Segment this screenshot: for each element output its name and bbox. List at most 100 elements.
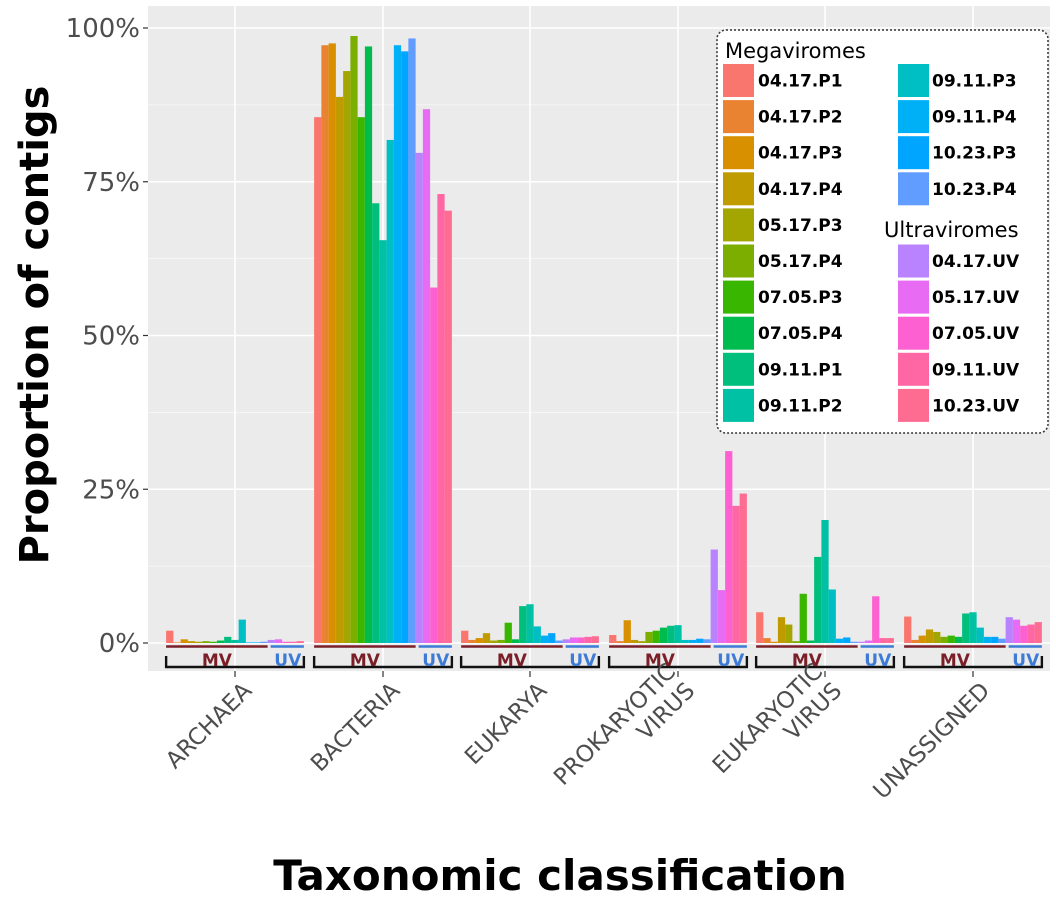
bar <box>260 641 268 643</box>
bar <box>209 641 217 643</box>
bar <box>821 520 829 643</box>
legend-key <box>723 172 754 206</box>
y-tick-label: 50% <box>82 322 140 352</box>
bar <box>216 640 225 643</box>
uv-tag: UV <box>1012 651 1040 671</box>
bar <box>799 593 807 643</box>
mv-tag: MV <box>202 651 233 671</box>
legend-key <box>723 64 754 97</box>
bar <box>430 287 438 643</box>
legend-label: 05.17.P4 <box>758 252 843 272</box>
bar <box>630 639 639 643</box>
bar <box>202 641 210 643</box>
bar <box>350 35 358 644</box>
bar <box>173 642 181 643</box>
bar <box>379 240 387 644</box>
legend-key <box>898 136 929 170</box>
legend-key <box>898 280 929 314</box>
bar <box>872 596 880 643</box>
bar <box>274 639 283 643</box>
bar <box>1005 617 1013 643</box>
legend-key <box>723 352 754 386</box>
bar <box>785 624 793 643</box>
legend-box <box>716 29 1049 434</box>
mv-tag: MV <box>792 651 823 671</box>
bar <box>652 630 660 643</box>
legend-label: 10.23.P3 <box>932 144 1017 164</box>
x-tick-label-line: BACTERIA <box>306 678 405 777</box>
group-bracket <box>607 656 749 669</box>
bar <box>792 641 800 643</box>
bar <box>659 627 668 643</box>
bar <box>224 636 232 643</box>
bar <box>717 590 726 643</box>
bar <box>475 638 483 643</box>
legend-key <box>898 64 929 97</box>
bar <box>710 549 718 643</box>
bar <box>533 626 541 643</box>
bar <box>584 636 592 643</box>
bar <box>739 493 747 643</box>
legend-label: 05.17.P3 <box>758 216 843 236</box>
bar <box>238 619 246 643</box>
x-tick-label: PROKARYOTICVIRUS <box>549 659 700 810</box>
bar <box>940 636 948 643</box>
bar <box>703 639 711 643</box>
y-tick-label: 100% <box>66 14 140 44</box>
bar <box>911 639 919 643</box>
legend-key <box>723 244 754 278</box>
bar <box>732 505 740 643</box>
legend-label: 09.11.P3 <box>932 72 1017 92</box>
legend-label: 10.23.P4 <box>932 180 1017 200</box>
legend-key <box>898 244 929 278</box>
bar <box>879 638 887 643</box>
legend-label: 04.17.P4 <box>758 180 843 200</box>
bar <box>591 636 599 643</box>
legend-key <box>898 100 929 134</box>
legend-label: 09.11.P4 <box>932 108 1017 128</box>
y-tick-label: 25% <box>82 475 140 505</box>
bar <box>401 51 409 644</box>
bar <box>393 45 402 644</box>
bar <box>1012 619 1021 643</box>
bar <box>253 642 261 643</box>
bar <box>504 622 512 643</box>
legend-key <box>723 100 754 134</box>
bar <box>681 639 689 643</box>
bar <box>386 139 394 643</box>
bar <box>289 641 297 643</box>
bar <box>835 638 844 643</box>
bar <box>364 46 373 643</box>
bar <box>482 633 491 643</box>
x-tick-label: EUKARYOTICVIRUS <box>708 659 847 798</box>
bar <box>763 638 771 643</box>
group-bracket <box>459 656 601 669</box>
bar <box>335 96 344 643</box>
x-tick-label: EUKARYA <box>460 678 552 770</box>
bar <box>328 43 336 643</box>
bar <box>814 556 822 643</box>
bar <box>667 625 675 643</box>
bar <box>947 635 955 643</box>
legend-label: 07.05.P4 <box>758 324 843 344</box>
x-tick-label-line: EUKARYA <box>460 678 552 770</box>
bar <box>321 45 329 644</box>
bar <box>548 633 556 643</box>
legend-title-ultraviromes: Ultraviromes <box>884 218 1019 242</box>
bar <box>904 616 912 643</box>
legend-key <box>723 136 754 170</box>
legend-key <box>723 280 754 314</box>
y-axis-label: Proportion of contigs <box>12 86 58 565</box>
mv-tag: MV <box>645 651 676 671</box>
bar <box>569 637 578 643</box>
bar <box>372 203 380 643</box>
bar <box>490 640 498 643</box>
bar <box>688 639 697 643</box>
uv-tag: UV <box>864 651 892 671</box>
bar <box>314 117 322 644</box>
bar <box>886 638 894 643</box>
legend-label: 10.23.UV <box>932 396 1020 416</box>
bar <box>282 641 290 643</box>
bar <box>357 117 365 644</box>
